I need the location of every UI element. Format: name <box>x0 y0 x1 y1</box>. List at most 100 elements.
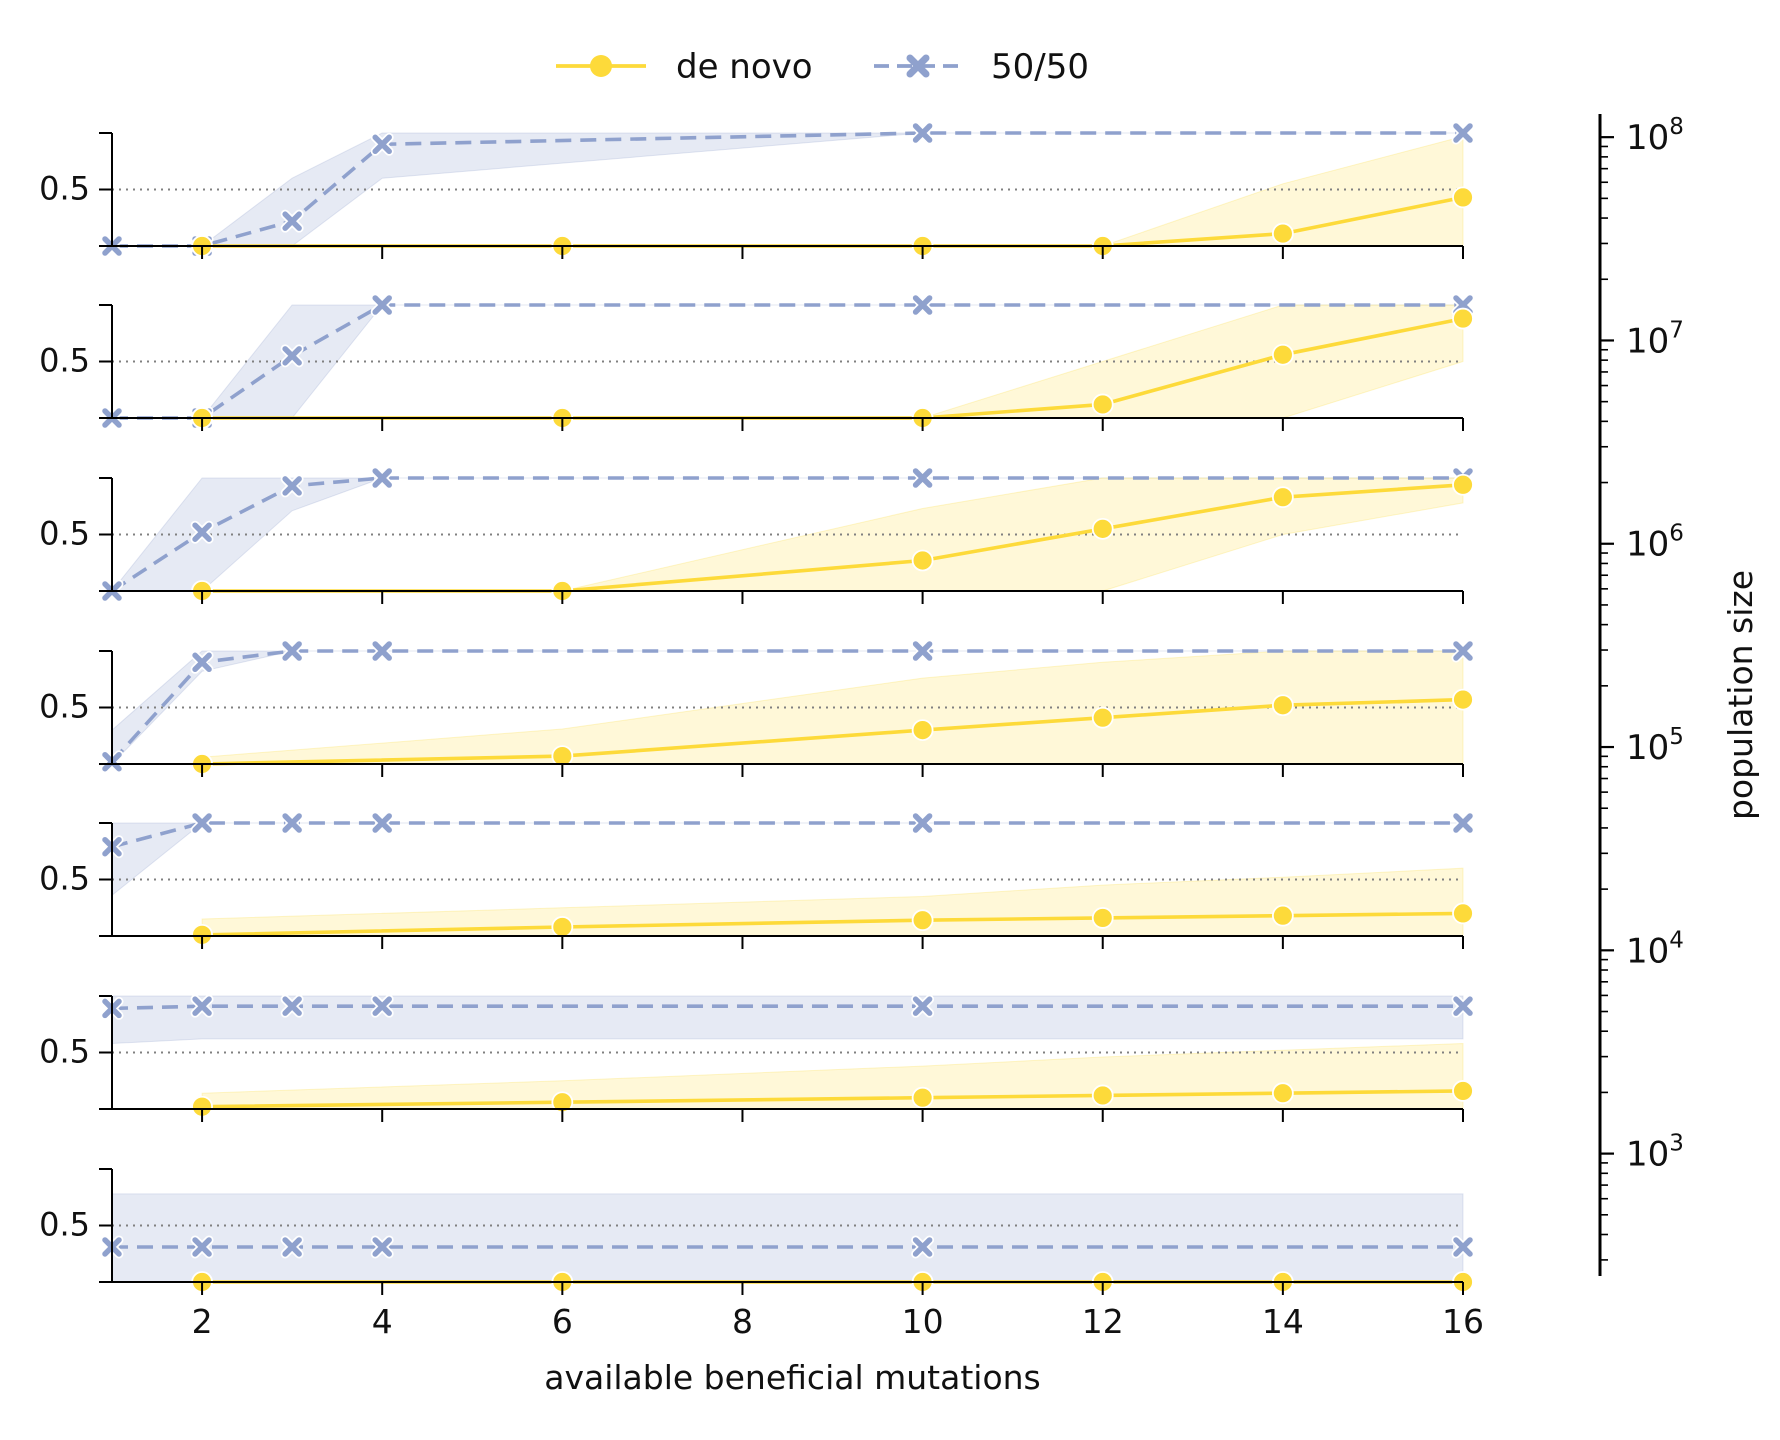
legend-label: de novo <box>676 47 813 87</box>
data-point <box>370 132 394 156</box>
data-point <box>1452 1080 1474 1102</box>
panel-2: 0.5 <box>39 293 1475 431</box>
marker-x <box>1453 1237 1473 1257</box>
data-point <box>911 466 935 490</box>
data-point <box>190 811 214 835</box>
x-tick-label: 16 <box>1442 1302 1484 1341</box>
marker-x <box>282 1237 302 1257</box>
marker-x <box>912 295 933 315</box>
marker-x <box>192 652 212 673</box>
legend: de novo 50/50 <box>556 47 1089 87</box>
marker-x <box>372 813 392 833</box>
legend-item: de novo <box>556 47 813 87</box>
colorbar-label: population size <box>1721 570 1760 820</box>
marker-x <box>192 813 212 833</box>
colorbar-tick-base: 10 <box>1626 1135 1669 1175</box>
marker-x <box>192 522 212 542</box>
colorbar-tick-base: 10 <box>1626 525 1669 565</box>
data-point <box>1451 639 1475 663</box>
series-line <box>202 1089 1464 1109</box>
data-point <box>1452 473 1474 496</box>
data-point <box>370 639 394 663</box>
data-point <box>1271 343 1294 366</box>
data-point <box>911 121 935 145</box>
data-point <box>370 994 394 1018</box>
data-point <box>911 1235 935 1259</box>
data-point <box>911 909 934 932</box>
data-point <box>1271 904 1294 927</box>
marker-x <box>912 996 933 1016</box>
y-tick-label: 0.5 <box>39 1033 90 1071</box>
confidence-band <box>202 304 1464 419</box>
data-point <box>280 639 304 663</box>
y-tick-label: 0.5 <box>39 860 90 898</box>
series-line <box>202 697 1464 766</box>
marker-x <box>282 641 302 661</box>
data-point <box>1091 1084 1114 1107</box>
panel-4: 0.5 <box>39 639 1475 777</box>
y-tick-label: 0.5 <box>39 342 90 380</box>
marker-x <box>1453 996 1473 1016</box>
series-line <box>111 821 1463 849</box>
y-tick-label: 0.5 <box>39 1206 90 1244</box>
colorbar-tick-base: 10 <box>1626 931 1669 971</box>
marker-x <box>372 641 392 661</box>
marker-x <box>912 123 933 143</box>
series-line <box>110 649 1463 763</box>
data-point <box>370 466 394 490</box>
marker-x <box>192 996 212 1016</box>
data-point <box>1452 902 1474 925</box>
data-point <box>370 1235 394 1259</box>
panel-7: 0.5 <box>39 1168 1475 1295</box>
x-tick-label: 10 <box>902 1302 944 1341</box>
data-point <box>911 293 935 317</box>
data-point <box>190 994 214 1018</box>
colorbar-tick-exponent: 8 <box>1669 114 1684 140</box>
colorbar-tick-exponent: 7 <box>1669 317 1684 343</box>
marker-x <box>912 1237 933 1257</box>
x-tick-label: 12 <box>1082 1302 1124 1341</box>
colorbar-tick-label: 107 <box>1626 317 1684 361</box>
data-point <box>280 811 304 835</box>
series-line <box>111 1004 1463 1011</box>
data-point <box>370 811 394 835</box>
data-point <box>1271 1082 1294 1105</box>
data-point <box>1451 994 1475 1018</box>
marker-x <box>372 295 392 315</box>
data-point <box>1091 517 1114 540</box>
colorbar-tick-exponent: 6 <box>1669 521 1684 547</box>
data-point <box>190 1235 214 1259</box>
confidence-band <box>110 477 1463 592</box>
marker-x <box>282 813 302 833</box>
colorbar-tick-label: 105 <box>1626 724 1684 768</box>
data-point <box>911 639 935 663</box>
confidence-band <box>201 867 1464 937</box>
colorbar-tick-base: 10 <box>1626 728 1669 768</box>
colorbar-tick-exponent: 3 <box>1669 1131 1684 1157</box>
colorbar-tick-label: 108 <box>1626 114 1684 158</box>
data-point <box>280 344 304 368</box>
data-point <box>1452 688 1474 711</box>
data-point <box>370 293 394 317</box>
marker-x <box>282 476 302 496</box>
panel-6: 0.5 <box>39 994 1475 1122</box>
marker-x <box>912 641 933 661</box>
y-tick-label: 0.5 <box>39 688 90 726</box>
data-point <box>911 811 935 835</box>
legend-item: 50/50 <box>874 47 1089 87</box>
panel-1: 0.5 <box>39 121 1475 259</box>
marker-x <box>1453 641 1473 661</box>
x-axis: 2 4 6 8 10 12 14 16 available beneficial mutatio… <box>192 1302 1484 1397</box>
data-point <box>1271 694 1294 717</box>
series-line <box>111 476 1463 593</box>
colorbar-tick-exponent: 4 <box>1669 927 1684 953</box>
data-point <box>1451 1235 1475 1259</box>
colorbar-tick-label: 103 <box>1626 1131 1684 1175</box>
data-point <box>1271 222 1294 245</box>
colorbar-tick-base: 10 <box>1626 118 1669 158</box>
confidence-band <box>111 1193 1464 1283</box>
marker-x <box>1453 123 1473 143</box>
panel-3: 0.5 <box>39 466 1475 604</box>
